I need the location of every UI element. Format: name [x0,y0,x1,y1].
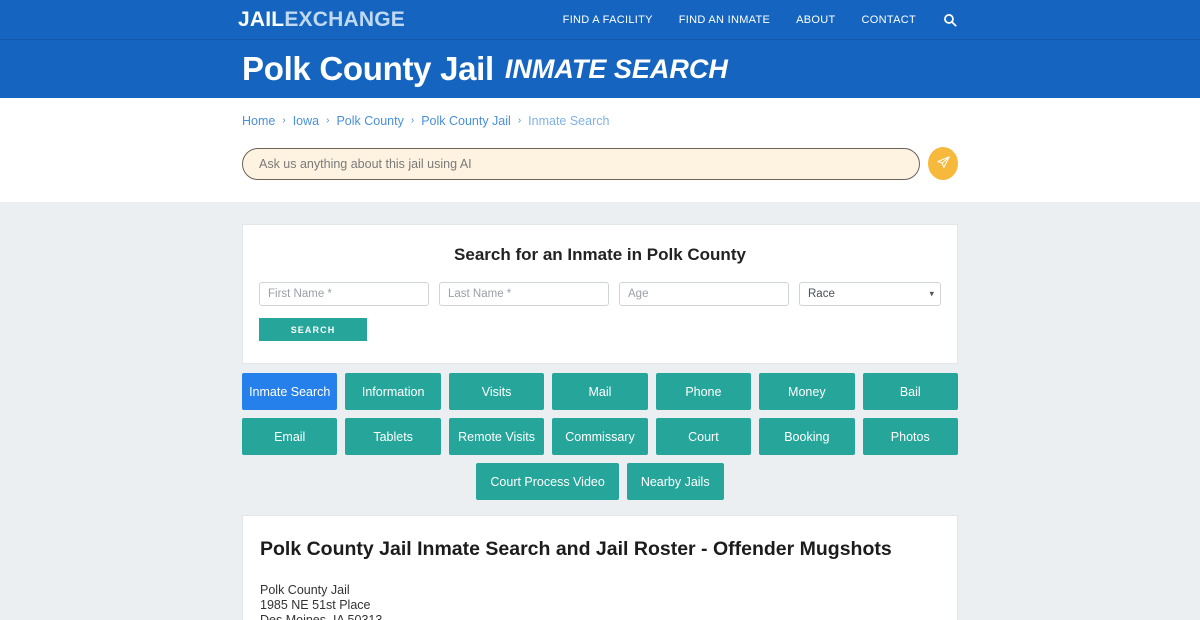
last-name-input[interactable] [439,282,609,306]
inmate-search-card: Search for an Inmate in Polk County ▾ SE… [242,224,958,364]
tab-booking[interactable]: Booking [759,418,855,455]
chevron-right-icon: › [282,115,286,126]
facility-street: 1985 NE 51st Place [260,598,371,612]
breadcrumb-item-inmate-search: Inmate Search [528,114,610,128]
chevron-right-icon: › [326,115,330,126]
main-content: Search for an Inmate in Polk County ▾ SE… [0,202,1200,620]
nav-item-about[interactable]: ABOUT [796,13,836,26]
tab-email[interactable]: Email [242,418,338,455]
tab-court[interactable]: Court [655,418,752,455]
tab-information[interactable]: Information [345,373,441,410]
tab-bail[interactable]: Bail [862,373,958,410]
nav-item-find-an-inmate[interactable]: FIND AN INMATE [678,13,771,26]
tab-mail[interactable]: Mail [552,373,648,410]
tab-remote-visits[interactable]: Remote Visits [448,418,545,455]
facility-tabs-row-1: Inmate Search Information Visits Mail Ph… [242,373,958,410]
breadcrumb-item-iowa[interactable]: Iowa [292,114,320,128]
breadcrumb: Home › Iowa › Polk County › Polk County … [242,98,958,128]
tab-court-process-video[interactable]: Court Process Video [476,463,619,500]
facility-tabs: Inmate Search Information Visits Mail Ph… [242,373,958,500]
chevron-right-icon: › [517,115,522,126]
inmate-search-fields: ▾ [259,282,941,306]
site-logo[interactable]: JAILEXCHANGE [238,8,405,32]
tab-tablets[interactable]: Tablets [345,418,441,455]
facility-tabs-row-3: Court Process Video Nearby Jails [242,463,958,500]
search-button[interactable]: SEARCH [259,318,367,341]
tab-phone[interactable]: Phone [655,373,752,410]
tab-inmate-search[interactable]: Inmate Search [242,373,338,410]
age-input[interactable] [619,282,789,306]
page-title-band: Polk County Jail INMATE SEARCH [0,40,1200,98]
facility-name: Polk County Jail [260,583,350,597]
logo-text-secondary: EXCHANGE [284,7,405,31]
race-select[interactable] [799,282,941,306]
tab-commissary[interactable]: Commissary [552,418,648,455]
ai-search-row [242,147,958,202]
breadcrumb-item-home[interactable]: Home [242,114,276,128]
facility-tabs-row-2: Email Tablets Remote Visits Commissary C… [242,418,958,455]
breadcrumb-item-polk-county[interactable]: Polk County [336,114,404,128]
nav-item-find-a-facility[interactable]: FIND A FACILITY [562,13,653,26]
ai-search-input[interactable] [242,147,920,180]
nav-item-contact[interactable]: CONTACT [861,13,916,26]
chevron-right-icon: › [410,115,415,126]
article-card: Polk County Jail Inmate Search and Jail … [242,515,958,620]
logo-text-primary: JAIL [238,7,285,31]
tab-money[interactable]: Money [759,373,855,410]
first-name-input[interactable] [259,282,429,306]
tab-nearby-jails[interactable]: Nearby Jails [626,463,724,500]
page-title: Polk County Jail [242,50,494,87]
breadcrumb-item-polk-county-jail[interactable]: Polk County Jail [421,114,511,128]
main-nav: FIND A FACILITY FIND AN INMATE ABOUT CON… [563,12,1200,28]
race-select-wrapper: ▾ [799,282,941,306]
tab-photos[interactable]: Photos [862,418,958,455]
page-subtitle: INMATE SEARCH [504,53,728,84]
article-title: Polk County Jail Inmate Search and Jail … [260,538,892,560]
breadcrumb-and-ai-section: Home › Iowa › Polk County › Polk County … [0,98,1200,202]
ai-send-button[interactable] [928,147,958,180]
top-navigation-bar: JAILEXCHANGE FIND A FACILITY FIND AN INM… [0,0,1200,40]
send-icon [936,155,951,173]
inmate-search-heading: Search for an Inmate in Polk County [454,245,746,264]
search-icon[interactable] [942,12,958,28]
tab-visits[interactable]: Visits [448,373,545,410]
facility-city-state-zip: Des Moines, IA 50313 [260,613,383,620]
